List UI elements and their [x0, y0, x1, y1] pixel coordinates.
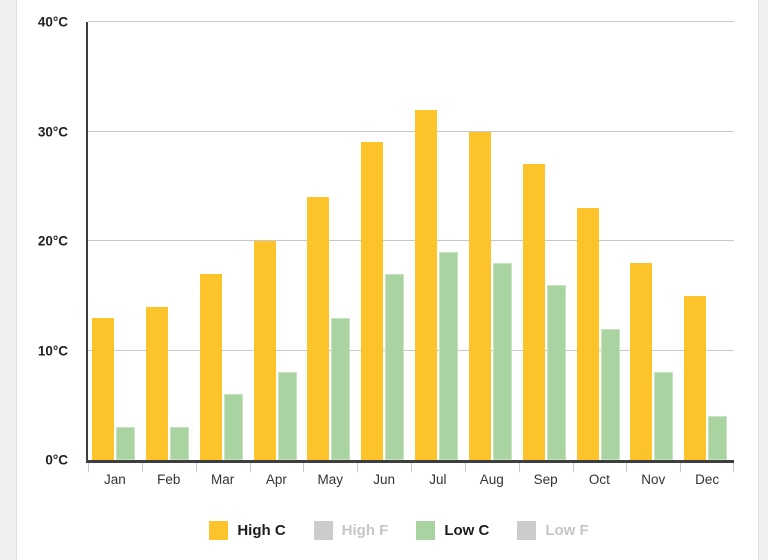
gridline-40 [88, 21, 734, 22]
x-axis-tick [411, 463, 412, 472]
bar-low-c-oct[interactable] [600, 328, 620, 460]
bar-high-c-jan[interactable] [92, 317, 114, 460]
x-axis-labels: Jan Feb Mar Apr May Jun Jul Aug Sep Oct Nov Dec [88, 472, 734, 492]
bar-low-c-apr[interactable] [277, 372, 297, 460]
x-axis-tick [88, 463, 89, 472]
bar-low-c-sep[interactable] [546, 284, 566, 460]
y-tick-label-30: 30°C [37, 124, 68, 139]
x-axis-tick [142, 463, 143, 472]
bar-low-c-jan[interactable] [116, 427, 135, 460]
x-axis-tick [357, 463, 358, 472]
page-left-margin [0, 0, 17, 560]
y-tick-label-20: 20°C [37, 233, 68, 249]
gridline-30 [88, 130, 734, 132]
x-axis-tick [573, 463, 574, 472]
bar-high-c-nov[interactable] [630, 262, 653, 460]
x-tick-label-dec: Dec [695, 472, 720, 487]
bar-low-c-mar[interactable] [223, 394, 243, 460]
legend-label-high-c: High C [237, 522, 286, 539]
x-axis-tick [303, 463, 304, 472]
y-tick-label-0: 0°C [45, 452, 68, 468]
x-tick-label-oct: Oct [588, 472, 610, 487]
x-axis-tick [250, 463, 251, 472]
bar-low-c-nov[interactable] [654, 372, 674, 460]
plot-area [86, 21, 734, 472]
x-axis-tick [626, 463, 627, 472]
x-axis-tick [465, 463, 466, 472]
legend-item-low-c[interactable]: Low C [416, 521, 489, 540]
x-axis-tick [733, 463, 734, 472]
x-tick-label-jun: Jun [373, 472, 395, 487]
bar-low-c-feb[interactable] [169, 427, 189, 460]
legend-label-low-c: Low C [444, 522, 490, 539]
bar-high-c-oct[interactable] [576, 208, 599, 460]
bar-low-c-aug[interactable] [492, 262, 512, 460]
x-tick-label-nov: Nov [641, 472, 666, 487]
bar-high-c-jul[interactable] [415, 109, 437, 460]
bar-high-c-aug[interactable] [468, 131, 491, 460]
bar-high-c-mar[interactable] [199, 273, 222, 460]
bar-low-c-dec[interactable] [708, 416, 728, 460]
page-right-margin [758, 0, 768, 560]
x-tick-label-aug: Aug [479, 472, 504, 487]
legend-swatch-high-f [313, 521, 333, 540]
x-tick-label-jan: Jan [104, 472, 126, 487]
legend-item-high-f[interactable]: High F [313, 521, 389, 540]
legend: High C High F Low C Low F [30, 521, 768, 540]
legend-label-low-f: Low F [545, 522, 589, 539]
x-tick-label-sep: Sep [533, 472, 558, 487]
x-tick-label-may: May [317, 472, 344, 487]
x-tick-label-jul: Jul [429, 472, 447, 487]
legend-item-low-f[interactable]: Low F [517, 521, 589, 540]
x-axis-tick [196, 463, 197, 472]
x-axis-tick [680, 463, 681, 472]
bar-high-c-feb[interactable] [145, 306, 168, 460]
gridline-10 [88, 349, 734, 351]
bar-high-c-jun[interactable] [361, 142, 384, 460]
bar-high-c-dec[interactable] [684, 295, 707, 460]
y-tick-label-40: 40°C [37, 14, 68, 30]
bar-high-c-apr[interactable] [253, 241, 276, 460]
x-axis-tick [519, 463, 520, 472]
bar-high-c-sep[interactable] [522, 164, 545, 460]
gridline-20 [88, 240, 734, 241]
x-tick-label-apr: Apr [265, 472, 287, 487]
bar-low-c-may[interactable] [331, 317, 351, 460]
bar-low-c-jun[interactable] [385, 273, 405, 460]
x-tick-label-feb: Feb [157, 472, 181, 487]
bar-high-c-may[interactable] [307, 197, 330, 460]
legend-swatch-low-c [416, 521, 436, 540]
legend-swatch-high-c [209, 521, 229, 540]
y-tick-label-10: 10°C [37, 343, 68, 358]
legend-swatch-low-f [517, 521, 537, 540]
legend-item-high-c[interactable]: High C [209, 521, 286, 540]
legend-label-high-f: High F [341, 522, 389, 539]
y-axis-labels: 0°C 10°C 20°C 30°C 40°C [0, 15, 72, 468]
bar-low-c-jul[interactable] [439, 251, 458, 460]
x-tick-label-mar: Mar [210, 472, 235, 487]
